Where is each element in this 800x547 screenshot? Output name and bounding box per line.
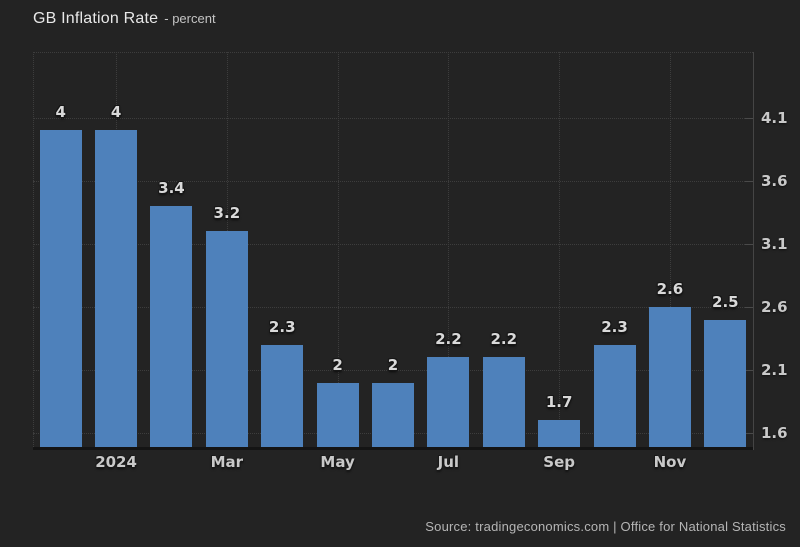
y-axis-tick-label: 2.6 [761,297,788,316]
plot-top-border [33,52,753,53]
chart-bar[interactable] [538,420,581,447]
y-axis-tickmark [745,117,753,119]
x-axis-tick-label: Sep [543,453,575,471]
bar-value-label: 4 [55,103,66,122]
x-axis-tick-label: Mar [210,453,244,471]
chart-subtitle: - percent [164,11,216,26]
y-axis-tick-label: 3.1 [761,234,788,253]
bar-value-label: 2.2 [435,330,462,349]
chart-bar[interactable] [648,306,691,447]
y-axis-tick-label: 3.6 [761,171,788,190]
bar-value-label: 2.5 [712,292,739,311]
bar-value-label: 2.3 [601,317,628,336]
bar-value-label: 2.3 [268,317,296,336]
y-axis-tickmark [745,433,753,435]
y-axis-tick-label: 1.6 [761,424,788,443]
x-axis-line [33,447,753,450]
plot-area: 4 4 3.4 3.2 2.3 2 2 2.2 2.2 1.7 2.3 2.6 2.5 [33,52,754,450]
chart-bar[interactable] [593,344,636,447]
y-axis-tickmark [745,306,753,308]
y-axis-labels: 4.1 3.6 3.1 2.6 2.1 1.6 [761,52,800,447]
x-axis-tick-label: May [320,453,355,471]
y-axis-tick-label: 4.1 [761,108,788,127]
x-axis-tick-label: Jul [437,453,460,471]
chart-bar[interactable] [372,382,414,447]
chart-bar[interactable] [39,130,82,447]
x-axis-labels: 2024 Mar May Jul Sep Nov [33,453,753,473]
chart-bar[interactable] [482,357,525,447]
source-credit: Source: tradingeconomics.com | Office fo… [425,519,786,534]
y-axis-tickmark [745,243,753,245]
chart-bar[interactable] [261,344,304,447]
chart-bar[interactable] [150,205,193,447]
chart-bar[interactable] [316,382,359,447]
bar-value-label: 2 [387,355,399,374]
gridline-horizontal [33,243,753,245]
gridline-horizontal [33,370,753,372]
bar-value-label: 2.2 [490,330,518,349]
chart-header: GB Inflation Rate - percent [33,10,216,28]
bar-value-label: 2 [332,355,343,374]
chart-bar[interactable] [95,130,138,447]
x-axis-tick-label: Nov [653,453,687,471]
chart-title: GB Inflation Rate [33,10,159,27]
gridline-vertical [669,52,671,447]
y-axis-line [753,52,754,450]
gridline-horizontal [33,180,753,182]
bar-value-label: 4 [110,103,122,122]
bar-value-label: 2.6 [656,279,684,298]
bar-value-label: 3.2 [213,204,241,223]
y-axis-tickmark [745,370,753,372]
chart-bar[interactable] [427,357,470,447]
y-axis-tick-label: 2.1 [761,361,788,380]
y-axis-tickmark [745,180,753,182]
chart-bar[interactable] [704,319,747,447]
x-axis-tick-label: 2024 [95,453,137,471]
plot-left-border [33,52,34,447]
chart-bar[interactable] [205,231,248,447]
gridline-vertical [559,52,561,447]
bar-value-label: 3.4 [158,178,185,197]
gridline-vertical [448,52,450,447]
bar-value-label: 1.7 [545,393,573,412]
gridline-horizontal [33,117,753,119]
gridline-horizontal [33,306,753,308]
gridline-vertical [337,52,339,447]
